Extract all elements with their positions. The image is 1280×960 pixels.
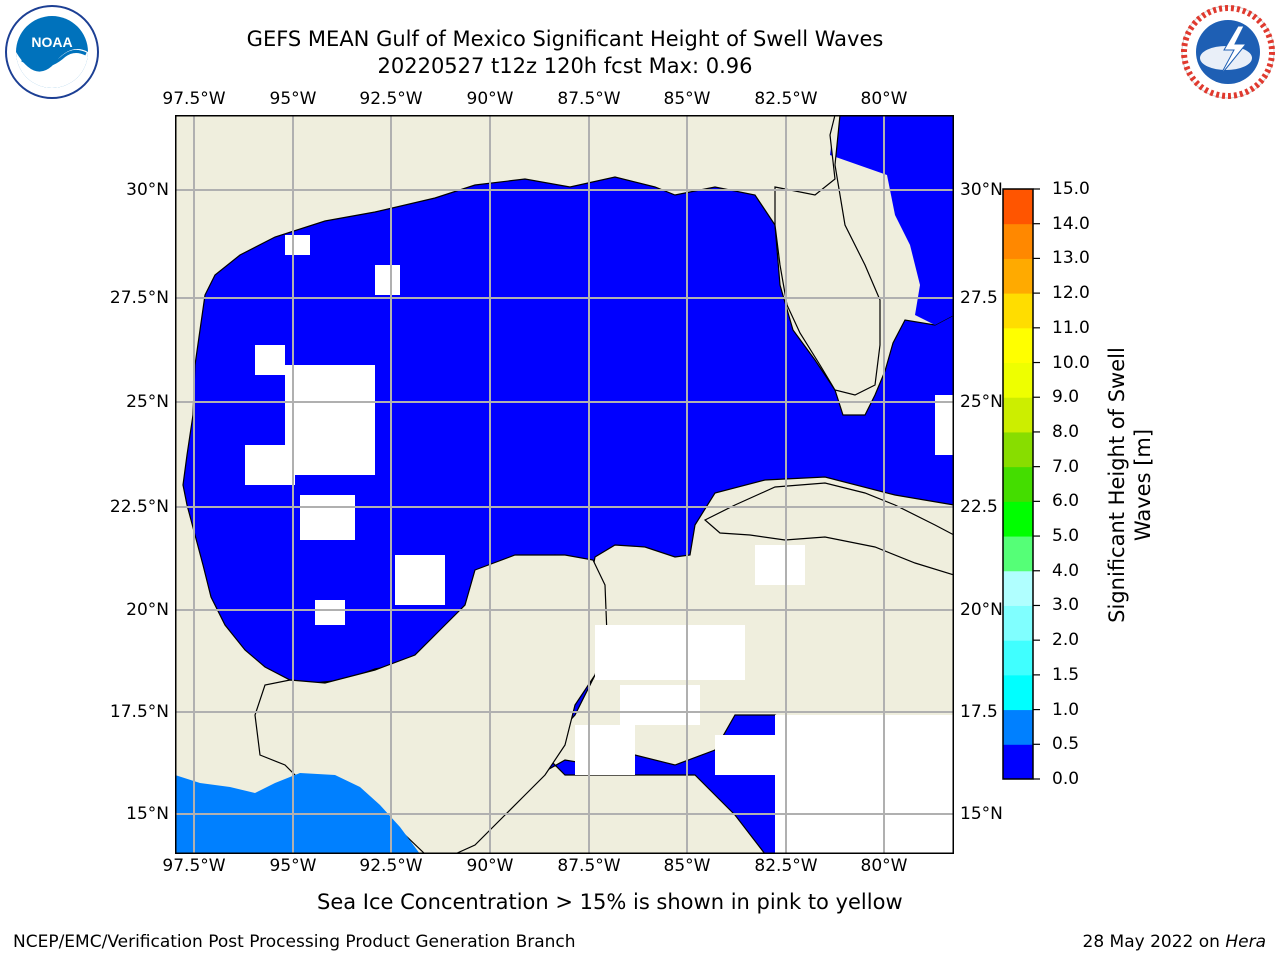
colorbar-tick-label: 11.0 — [1052, 317, 1090, 338]
colorbar-tick-label: 3.0 — [1052, 595, 1080, 616]
colorbar-tick-label: 8.0 — [1052, 421, 1080, 442]
lon-tick-bottom: 85°W — [663, 856, 711, 876]
colorbar-segment — [1003, 223, 1033, 259]
lat-tick-left: 30°N — [126, 180, 169, 200]
colorbar-segment — [1003, 258, 1033, 294]
colorbar-tick-label: 0.5 — [1052, 734, 1080, 755]
lat-tick-right: 30°N — [960, 180, 1003, 200]
colorbar-tick-label: 1.0 — [1052, 699, 1080, 720]
colorbar-segment — [1003, 674, 1033, 711]
branch-credit: NCEP/EMC/Verification Post Processing Pr… — [13, 932, 576, 952]
sea-ice-note: Sea Ice Concentration > 15% is shown in … — [317, 890, 903, 914]
lat-tick-left: 22.5°N — [109, 497, 169, 517]
colorbar-tick-label: 13.0 — [1052, 248, 1090, 269]
lon-tick-top: 80°W — [860, 89, 908, 109]
colorbar-segment — [1003, 189, 1033, 225]
lat-tick-right: 22.5 — [960, 497, 998, 517]
lat-tick-left: 25°N — [126, 392, 169, 412]
lon-tick-bottom: 90°W — [466, 856, 514, 876]
colorbar-tick-label: 1.5 — [1052, 664, 1080, 685]
colorbar-tick-label: 15.0 — [1052, 179, 1090, 199]
lon-tick-bottom: 82.5°W — [754, 856, 818, 876]
lat-tick-left: 17.5°N — [109, 702, 169, 722]
lon-tick-bottom: 97.5°W — [162, 856, 226, 876]
lat-tick-right: 27.5 — [960, 288, 998, 308]
colorbar-tick-label: 12.0 — [1052, 283, 1090, 304]
lat-tick-left: 15°N — [126, 804, 169, 824]
lat-tick-right: 20°N — [960, 600, 1003, 620]
colorbar-segment — [1003, 501, 1033, 537]
lon-tick-top: 87.5°W — [557, 89, 621, 109]
noaa-logo: NOAA — [5, 5, 99, 99]
noaa-wordmark: NOAA — [31, 34, 72, 50]
colorbar-segment — [1003, 293, 1033, 329]
colorbar-tick-label: 10.0 — [1052, 352, 1090, 373]
lon-tick-top: 95°W — [269, 89, 317, 109]
atlantic-swell-field — [830, 115, 954, 325]
colorbar-tick-label: 6.0 — [1052, 491, 1080, 512]
lon-tick-top: 92.5°W — [359, 89, 423, 109]
host-name: Hera — [1225, 932, 1266, 952]
colorbar-tick-label: 5.0 — [1052, 526, 1080, 547]
colorbar-segment — [1003, 709, 1033, 745]
lat-tick-left: 27.5°N — [109, 288, 169, 308]
colorbar-segment — [1003, 362, 1033, 398]
map-graticule — [175, 115, 954, 854]
nws-logo — [1181, 5, 1275, 99]
florida-peninsula — [774, 115, 881, 396]
chart-subtitle: 20220527 t12z 120h fcst Max: 0.96 — [377, 54, 753, 78]
date-stamp: 28 May 2022 on Hera — [1083, 932, 1267, 952]
lon-tick-top: 97.5°W — [162, 89, 226, 109]
colorbar — [1002, 188, 1040, 780]
gulf-map — [175, 115, 954, 854]
map-frame — [175, 115, 954, 854]
colorbar-segment — [1003, 431, 1033, 468]
colorbar-tick-label: 7.0 — [1052, 456, 1080, 477]
colorbar-title: Significant Height of Swell Waves [m] — [1105, 347, 1155, 623]
date-text: 28 May 2022 on — [1082, 932, 1220, 952]
colorbar-segment — [1003, 397, 1033, 433]
lon-tick-bottom: 87.5°W — [557, 856, 621, 876]
lon-tick-bottom: 92.5°W — [359, 856, 423, 876]
colorbar-segment — [1003, 327, 1033, 364]
chart-title: GEFS MEAN Gulf of Mexico Significant Hei… — [246, 27, 884, 51]
colorbar-segment — [1003, 744, 1033, 780]
colorbar-tick-label: 0.0 — [1052, 769, 1080, 789]
lat-tick-right: 25°N — [960, 392, 1003, 412]
colorbar-segment — [1003, 536, 1033, 572]
lat-tick-right: 15°N — [960, 804, 1003, 824]
lat-tick-right: 17.5 — [960, 702, 998, 722]
colorbar-tick-label: 4.0 — [1052, 560, 1080, 581]
lon-tick-top: 82.5°W — [754, 89, 818, 109]
colorbar-tick-label: 14.0 — [1052, 213, 1090, 234]
white-gap-patches — [245, 235, 954, 854]
colorbar-tick-label: 2.0 — [1052, 630, 1080, 651]
colorbar-segment — [1003, 570, 1033, 606]
colorbar-segment — [1003, 640, 1033, 676]
lon-tick-bottom: 95°W — [269, 856, 317, 876]
lon-tick-bottom: 80°W — [860, 856, 908, 876]
lon-tick-top: 90°W — [466, 89, 514, 109]
colorbar-tick-label: 9.0 — [1052, 387, 1080, 408]
lon-tick-top: 85°W — [663, 89, 711, 109]
colorbar-segment — [1003, 466, 1033, 502]
colorbar-segment — [1003, 605, 1033, 641]
colorbar-frame — [1002, 188, 1034, 780]
lat-tick-left: 20°N — [126, 600, 169, 620]
